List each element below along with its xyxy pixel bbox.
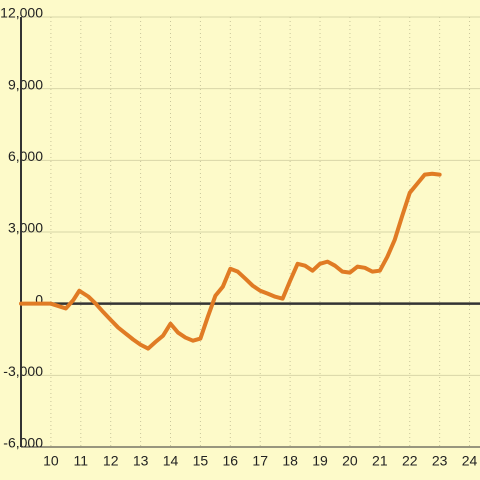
x-tick-label: 19 [312, 453, 328, 469]
y-tick-label: 6,000 [8, 148, 43, 164]
x-tick-label: 10 [43, 453, 59, 469]
y-tick-label: 12,000 [0, 5, 43, 21]
x-tick-label: 20 [342, 453, 358, 469]
x-tick-label: 17 [252, 453, 268, 469]
x-tick-label: 16 [223, 453, 239, 469]
data-line [19, 171, 442, 351]
x-tick-label: 12 [103, 453, 119, 469]
y-tick-label: -6,000 [3, 435, 43, 451]
x-tick-label: 23 [432, 453, 448, 469]
x-tick-label: 21 [372, 453, 388, 469]
y-tick-label: 9,000 [8, 76, 43, 92]
y-tick-label: 3,000 [8, 220, 43, 236]
x-tick-label: 24 [462, 453, 478, 469]
x-tick-label: 22 [402, 453, 418, 469]
x-tick-label: 11 [74, 453, 89, 469]
x-tick-label: 13 [133, 453, 149, 469]
x-tick-label: 18 [282, 453, 298, 469]
x-tick-label: 15 [193, 453, 209, 469]
y-tick-label: -3,000 [3, 363, 43, 379]
y-tick-label: 0 [35, 291, 43, 307]
x-tick-label: 14 [163, 453, 179, 469]
